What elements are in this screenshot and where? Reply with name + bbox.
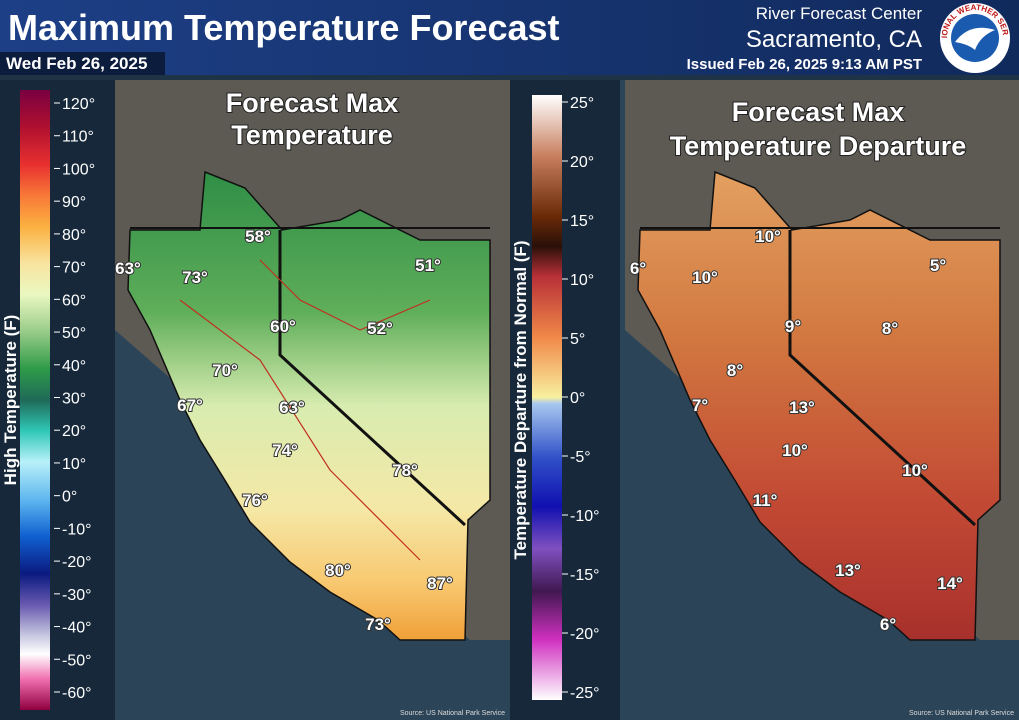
map-label: 78°	[392, 461, 418, 480]
legend-tick-label: 60°	[62, 292, 86, 309]
map-label: 52°	[367, 319, 393, 338]
map-label: 8°	[727, 361, 743, 380]
mid-legend-bg	[510, 80, 620, 720]
right-title-1: Forecast Max	[732, 97, 905, 127]
legend-tick-label: 110°	[62, 129, 94, 146]
date: Wed Feb 26, 2025	[6, 54, 147, 73]
map-label: 11°	[753, 491, 778, 510]
map-label: 73°	[182, 268, 208, 287]
left-legend-bg	[0, 80, 115, 720]
legend-tick-label: 100°	[62, 161, 95, 178]
map-label: 74°	[272, 441, 298, 460]
legend-tick-label: -20°	[570, 626, 600, 643]
left-map	[115, 80, 510, 720]
legend-tick-label: 30°	[62, 391, 86, 408]
map-label: 8°	[882, 319, 898, 338]
legend-tick-label: 80°	[62, 227, 86, 244]
left-source: Source: US National Park Service	[400, 710, 505, 717]
map-label: 80°	[325, 561, 351, 580]
map-label: 70°	[212, 361, 238, 380]
map-label: 58°	[245, 227, 271, 246]
map-label: 6°	[630, 259, 646, 278]
legend-tick-label: 10°	[570, 272, 594, 289]
header-bg	[0, 0, 1019, 75]
legend-tick-label: 20°	[570, 154, 594, 171]
legend-tick-label: -20°	[62, 554, 92, 571]
map-label: 67°	[177, 396, 203, 415]
legend-tick-label: 10°	[62, 456, 86, 473]
legend-tick-label: 50°	[62, 325, 86, 342]
legend-tick-label: 120°	[62, 96, 95, 113]
left-title-2: Temperature	[231, 120, 393, 150]
legend-tick-label: -60°	[62, 685, 92, 702]
map-label: 73°	[365, 615, 391, 634]
legend-tick-label: -15°	[570, 567, 600, 584]
map-label: 10°	[782, 441, 808, 460]
legend-tick-label: 40°	[62, 358, 86, 375]
left-legend-title: High Temperature (F)	[1, 315, 20, 486]
legend-tick-label: -10°	[62, 521, 92, 538]
left-title-1: Forecast Max	[226, 88, 399, 118]
map-label: 13°	[789, 398, 815, 417]
issued: Issued Feb 26, 2025 9:13 AM PST	[687, 56, 922, 73]
legend-tick-label: 70°	[62, 260, 86, 277]
map-label: 13°	[835, 561, 861, 580]
right-source: Source: US National Park Service	[909, 710, 1014, 717]
legend-tick-label: 20°	[62, 423, 86, 440]
office: River Forecast Center	[756, 4, 923, 23]
legend-tick-label: -50°	[62, 652, 92, 669]
right-title-2: Temperature Departure	[670, 131, 967, 161]
temp-colorbar	[20, 90, 50, 710]
map-label: 14°	[937, 574, 963, 593]
map-label: 51°	[415, 256, 441, 275]
legend-tick-label: 0°	[570, 390, 585, 407]
legend-tick-label: 15°	[570, 213, 594, 230]
legend-tick-label: -10°	[570, 508, 600, 525]
date-bg	[0, 52, 165, 75]
map-label: 10°	[755, 227, 781, 246]
map-label: 63°	[115, 259, 141, 278]
map-label: 9°	[785, 317, 801, 336]
dep-colorbar	[532, 95, 562, 700]
legend-tick-label: 25°	[570, 95, 594, 112]
map-label: 10°	[692, 268, 718, 287]
map-label: 6°	[880, 615, 896, 634]
location: Sacramento, CA	[746, 26, 922, 53]
legend-tick-label: -5°	[570, 449, 591, 466]
map-label: 60°	[270, 317, 296, 336]
right-map	[620, 80, 1019, 720]
legend-tick-label: -40°	[62, 620, 92, 637]
map-label: 87°	[427, 574, 453, 593]
map-label: 76°	[242, 491, 268, 510]
map-label: 7°	[692, 396, 708, 415]
map-label: 63°	[279, 398, 305, 417]
map-label: 10°	[902, 461, 928, 480]
legend-tick-label: 90°	[62, 194, 86, 211]
legend-tick-label: -25°	[570, 685, 600, 702]
legend-tick-label: -30°	[62, 587, 92, 604]
legend-tick-label: 5°	[570, 331, 585, 348]
title: Maximum Temperature Forecast	[8, 7, 560, 48]
legend-tick-label: 0°	[62, 489, 77, 506]
map-label: 5°	[930, 256, 946, 275]
mid-legend-title: Temperature Departure from Normal (F)	[511, 241, 530, 560]
